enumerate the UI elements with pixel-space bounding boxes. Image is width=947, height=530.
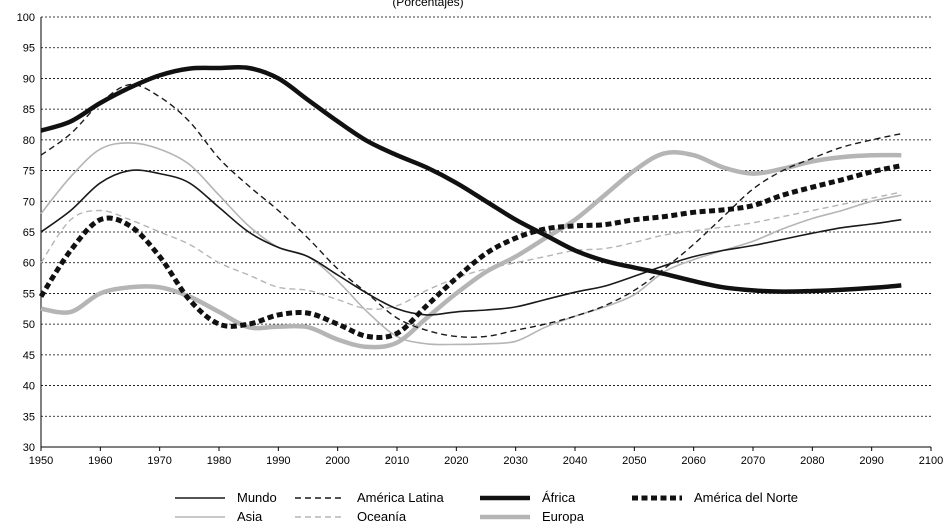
x-tick-label: 2020	[444, 455, 468, 467]
x-tick-label: 2010	[385, 455, 409, 467]
x-tick-label: 2060	[681, 455, 705, 467]
y-tick-label: 65	[23, 227, 35, 239]
series-lines	[38, 64, 902, 350]
x-tick-label: 1990	[266, 455, 290, 467]
y-tick-label: 90	[23, 73, 35, 85]
legend-label: América Latina	[357, 490, 444, 505]
x-tick-label: 2070	[741, 455, 765, 467]
series-line-africa	[40, 64, 902, 294]
legend-label: Oceanía	[357, 509, 407, 524]
x-tick-label: 2000	[325, 455, 349, 467]
y-tick-label: 100	[17, 12, 35, 24]
x-tick-label: 1950	[29, 455, 53, 467]
y-tick-label: 60	[23, 258, 35, 270]
legend-item-oceania: Oceanía	[295, 509, 407, 524]
y-tick-label: 30	[23, 442, 35, 454]
y-tick-label: 35	[23, 411, 35, 423]
series-line-america-del-norte	[38, 163, 902, 340]
y-tick-label: 45	[23, 350, 35, 362]
legend-label: Asia	[237, 509, 263, 524]
gridlines	[41, 16, 931, 417]
series-line-asia	[40, 142, 902, 346]
series-line-america-latina	[40, 83, 902, 338]
x-tick-label: 1980	[207, 455, 231, 467]
legend-item-africa: África	[480, 490, 576, 505]
y-tick-label: 50	[23, 319, 35, 331]
chart-title: (Porcentajes)	[392, 0, 463, 9]
series-line-europa	[40, 149, 902, 350]
x-tick-label: 2050	[622, 455, 646, 467]
y-tick-label: 55	[23, 288, 35, 300]
legend-item-america-latina: América Latina	[295, 490, 444, 505]
legend-item-america-del-norte: América del Norte	[632, 490, 798, 505]
series-line-mundo	[40, 169, 902, 316]
series-line-oceania	[40, 191, 902, 310]
legend-item-asia: Asia	[175, 509, 263, 524]
x-tick-label: 2090	[859, 455, 883, 467]
y-tick-label: 40	[23, 381, 35, 393]
x-tick-label: 1960	[88, 455, 112, 467]
x-tick-labels: 1950 1960 1970 1980 1990 2000 2010 2020 2030 2040…	[29, 447, 943, 467]
y-tick-label: 75	[23, 166, 35, 178]
legend-item-mundo: Mundo	[175, 490, 277, 505]
legend-item-europa: Europa	[480, 509, 585, 524]
x-tick-label: 2100	[919, 455, 943, 467]
x-tick-label: 2040	[563, 455, 587, 467]
y-tick-label: 70	[23, 196, 35, 208]
y-tick-labels: 30 35 40 45 50 55 60 65 70 75 80 85 90 95 100	[17, 12, 35, 454]
legend: Mundo América Latina África América del Nor…	[175, 490, 798, 524]
legend-label: Mundo	[237, 490, 277, 505]
y-tick-label: 85	[23, 104, 35, 116]
x-tick-label: 2080	[800, 455, 824, 467]
legend-label: Europa	[542, 509, 585, 524]
x-tick-label: 2030	[503, 455, 527, 467]
x-tick-label: 1970	[147, 455, 171, 467]
y-tick-label: 80	[23, 135, 35, 147]
legend-label: África	[542, 490, 576, 505]
legend-label: América del Norte	[694, 490, 798, 505]
y-tick-label: 95	[23, 43, 35, 55]
